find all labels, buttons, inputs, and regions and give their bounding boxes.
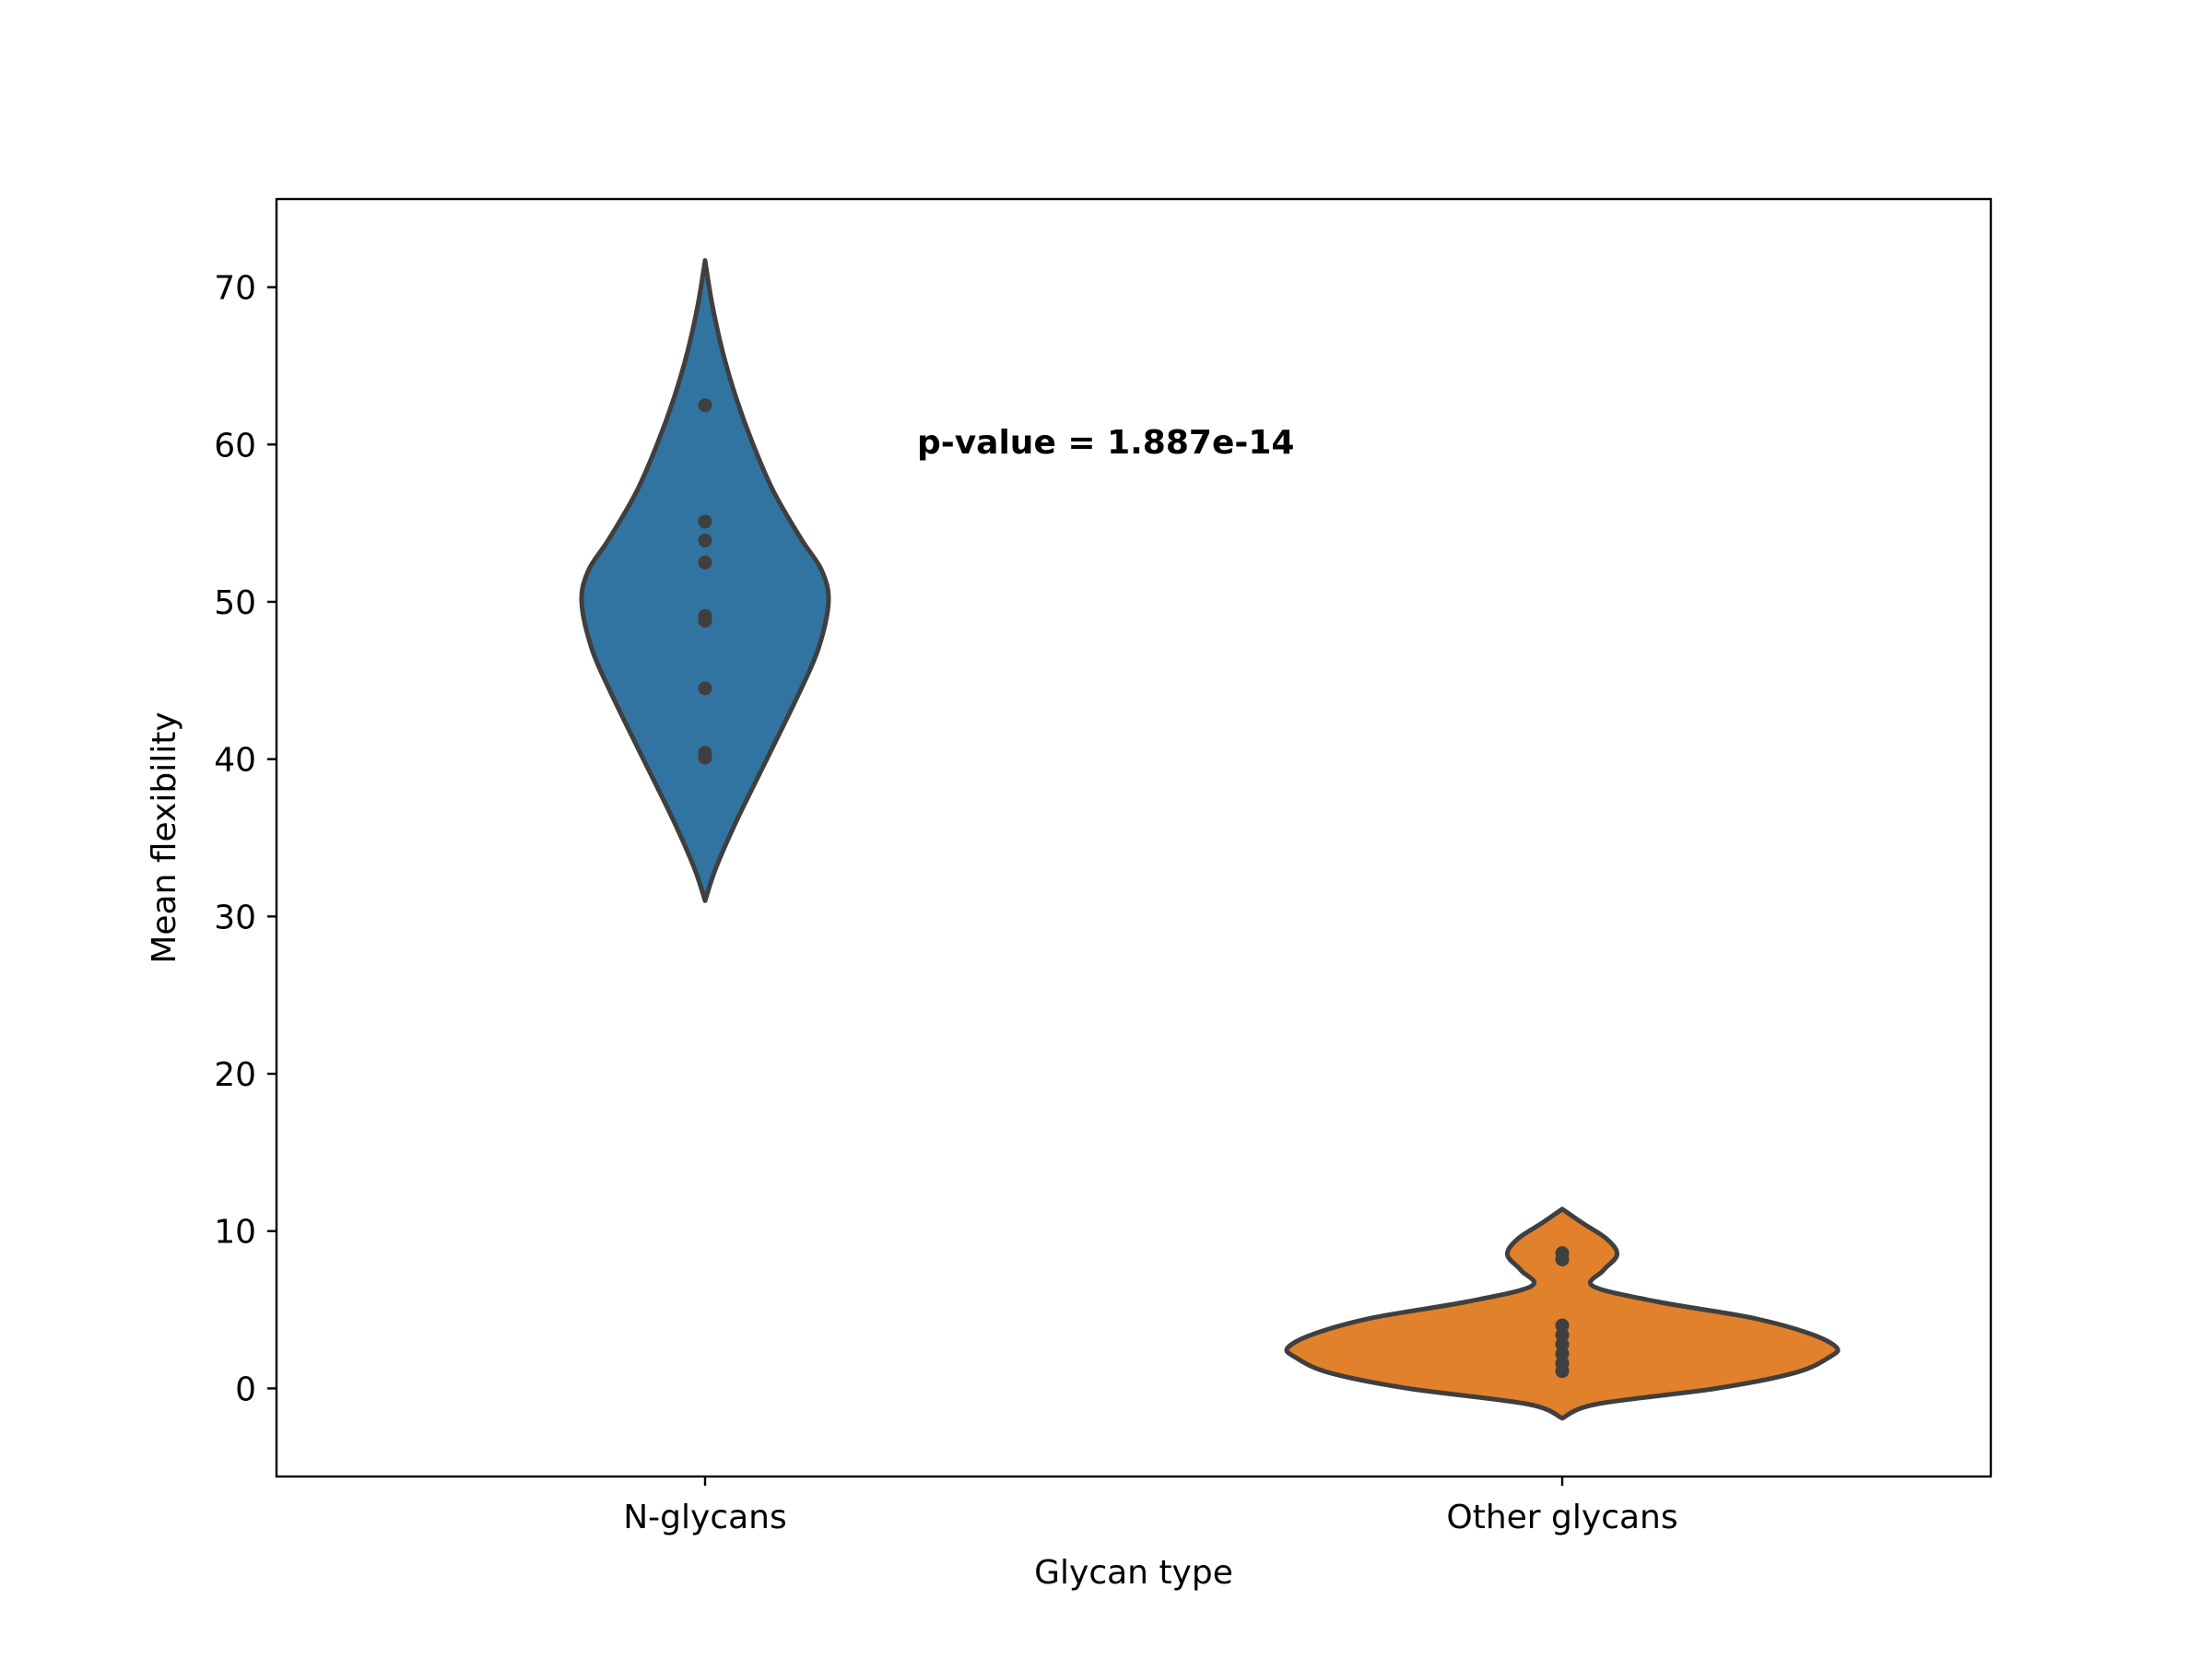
y-tick-label: 40: [214, 742, 256, 780]
x-tick-label: Other glycans: [1446, 1499, 1677, 1536]
p-value-annotation: p-value = 1.887e-14: [917, 424, 1294, 462]
y-tick-label: 60: [214, 427, 256, 465]
data-point: [698, 613, 712, 628]
x-axis: N-glycans Other glycans: [623, 1477, 1678, 1536]
y-tick-label: 70: [214, 270, 256, 308]
y-tick-label: 30: [214, 899, 256, 936]
data-point: [698, 398, 712, 413]
y-axis: 0 10 20 30 40 50 60 70: [214, 270, 276, 1408]
data-point: [698, 750, 712, 765]
violin-n-glycans: [579, 258, 831, 903]
plot-frame: [275, 197, 1993, 1478]
data-point: [698, 533, 712, 547]
data-point: [698, 681, 712, 696]
data-points: [698, 398, 1570, 1379]
x-axis-label: Glycan type: [1034, 1554, 1233, 1592]
violin-other-glycans: [1284, 1206, 1841, 1421]
violins: [579, 258, 1841, 1421]
data-point: [1555, 1364, 1570, 1379]
y-tick-label: 0: [235, 1371, 256, 1408]
data-point: [698, 514, 712, 529]
y-tick-label: 20: [214, 1056, 256, 1094]
y-tick-label: 50: [214, 584, 256, 622]
data-point: [698, 555, 712, 570]
x-tick-label: N-glycans: [623, 1499, 787, 1536]
data-point: [1555, 1252, 1570, 1266]
y-axis-label: Mean flexibility: [146, 712, 183, 963]
y-tick-label: 10: [214, 1214, 256, 1252]
